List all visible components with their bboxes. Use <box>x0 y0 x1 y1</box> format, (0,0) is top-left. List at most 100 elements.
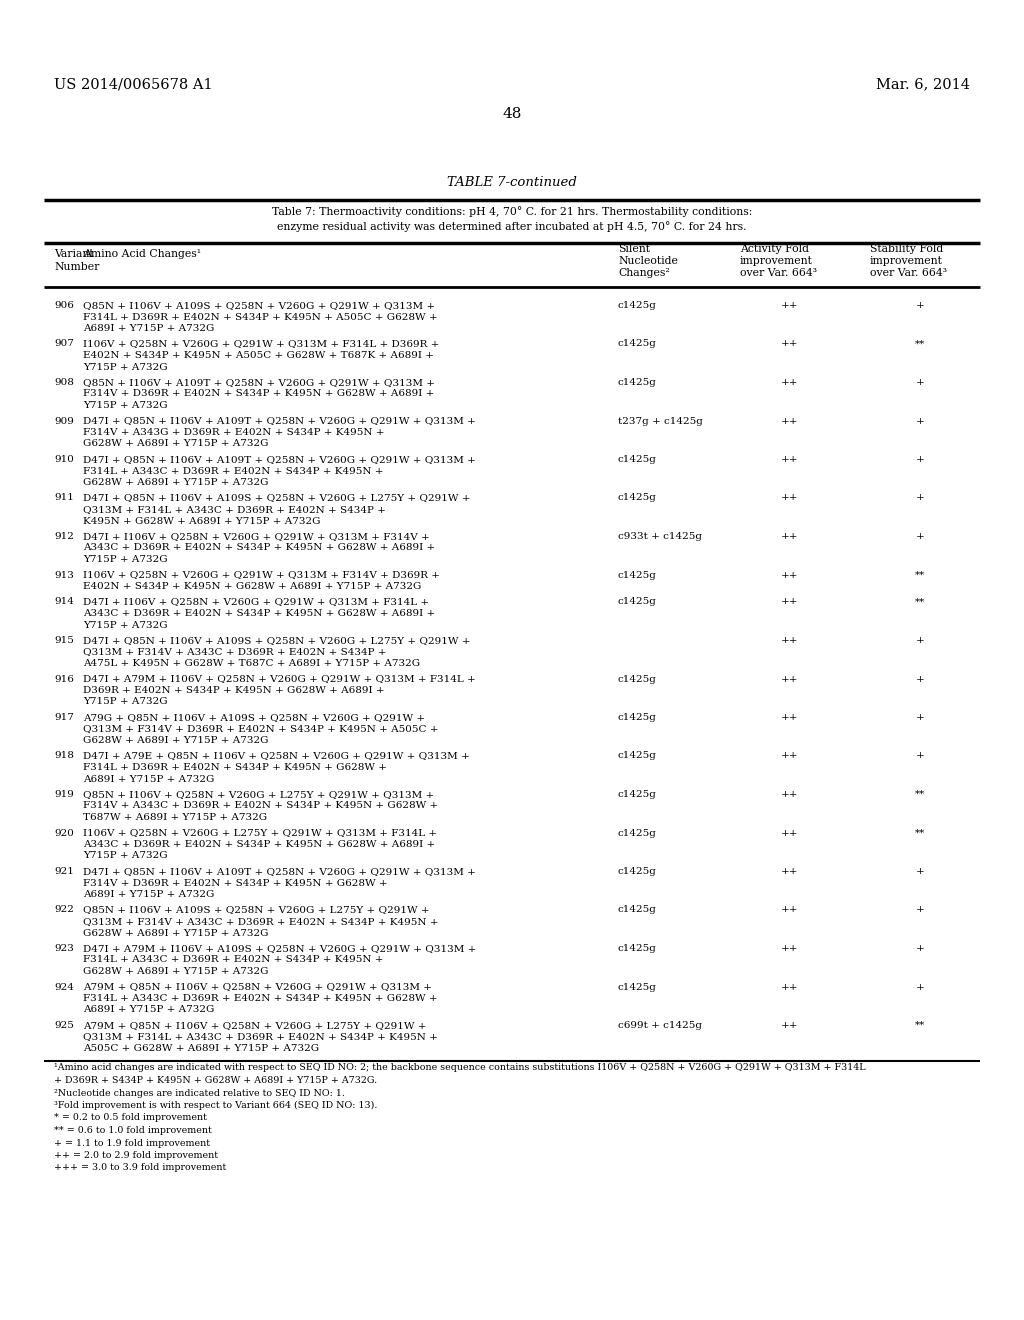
Text: Q85N + I106V + A109S + Q258N + V260G + L275Y + Q291W +: Q85N + I106V + A109S + Q258N + V260G + L… <box>83 906 430 915</box>
Text: Q313M + F314V + A343C + D369R + E402N + S434P +: Q313M + F314V + A343C + D369R + E402N + … <box>83 648 386 656</box>
Text: Amino Acid Changes¹: Amino Acid Changes¹ <box>83 249 201 259</box>
Text: Q313M + F314V + A343C + D369R + E402N + S434P + K495N +: Q313M + F314V + A343C + D369R + E402N + … <box>83 917 438 927</box>
Text: Activity Fold: Activity Fold <box>740 244 809 253</box>
Text: ++: ++ <box>781 944 799 953</box>
Text: 917: 917 <box>54 713 74 722</box>
Text: 923: 923 <box>54 944 74 953</box>
Text: Y715P + A732G: Y715P + A732G <box>83 851 168 861</box>
Text: 924: 924 <box>54 982 74 991</box>
Text: 910: 910 <box>54 455 74 465</box>
Text: E402N + S434P + K495N + G628W + A689I + Y715P + A732G: E402N + S434P + K495N + G628W + A689I + … <box>83 582 421 591</box>
Text: F314L + D369R + E402N + S434P + K495N + A505C + G628W +: F314L + D369R + E402N + S434P + K495N + … <box>83 313 437 322</box>
Text: c1425g: c1425g <box>618 675 656 684</box>
Text: Q85N + I106V + A109T + Q258N + V260G + Q291W + Q313M +: Q85N + I106V + A109T + Q258N + V260G + Q… <box>83 378 435 387</box>
Text: ++: ++ <box>781 1020 799 1030</box>
Text: Mar. 6, 2014: Mar. 6, 2014 <box>876 77 970 91</box>
Text: A505C + G628W + A689I + Y715P + A732G: A505C + G628W + A689I + Y715P + A732G <box>83 1044 319 1053</box>
Text: ++: ++ <box>781 417 799 425</box>
Text: TABLE 7-continued: TABLE 7-continued <box>447 176 577 189</box>
Text: c1425g: c1425g <box>618 455 656 465</box>
Text: **: ** <box>914 339 925 348</box>
Text: ++: ++ <box>781 378 799 387</box>
Text: 925: 925 <box>54 1020 74 1030</box>
Text: ++: ++ <box>781 751 799 760</box>
Text: ++: ++ <box>781 455 799 465</box>
Text: ++: ++ <box>781 301 799 310</box>
Text: 913: 913 <box>54 570 74 579</box>
Text: D47I + Q85N + I106V + A109S + Q258N + V260G + L275Y + Q291W +: D47I + Q85N + I106V + A109S + Q258N + V2… <box>83 636 470 645</box>
Text: Q313M + F314L + A343C + D369R + E402N + S434P +: Q313M + F314L + A343C + D369R + E402N + … <box>83 506 386 513</box>
Text: c1425g: c1425g <box>618 378 656 387</box>
Text: c1425g: c1425g <box>618 301 656 310</box>
Text: improvement: improvement <box>740 256 813 267</box>
Text: ++: ++ <box>781 982 799 991</box>
Text: 909: 909 <box>54 417 74 425</box>
Text: ** = 0.6 to 1.0 fold improvement: ** = 0.6 to 1.0 fold improvement <box>54 1126 212 1135</box>
Text: c1425g: c1425g <box>618 570 656 579</box>
Text: A343C + D369R + E402N + S434P + K495N + G628W + A689I +: A343C + D369R + E402N + S434P + K495N + … <box>83 544 435 553</box>
Text: Table 7: Thermoactivity conditions: pH 4, 70° C. for 21 hrs. Thermostability con: Table 7: Thermoactivity conditions: pH 4… <box>271 206 753 216</box>
Text: ³Fold improvement is with respect to Variant 664 (SEQ ID NO: 13).: ³Fold improvement is with respect to Var… <box>54 1101 378 1110</box>
Text: K495N + G628W + A689I + Y715P + A732G: K495N + G628W + A689I + Y715P + A732G <box>83 516 321 525</box>
Text: F314L + D369R + E402N + S434P + K495N + G628W +: F314L + D369R + E402N + S434P + K495N + … <box>83 763 387 772</box>
Text: +: + <box>915 636 925 645</box>
Text: F314L + A343C + D369R + E402N + S434P + K495N +: F314L + A343C + D369R + E402N + S434P + … <box>83 466 384 475</box>
Text: Silent: Silent <box>618 244 650 253</box>
Text: +: + <box>915 751 925 760</box>
Text: 48: 48 <box>503 107 521 121</box>
Text: c1425g: c1425g <box>618 598 656 606</box>
Text: ++: ++ <box>781 494 799 503</box>
Text: 912: 912 <box>54 532 74 541</box>
Text: c1425g: c1425g <box>618 867 656 876</box>
Text: D47I + A79M + I106V + A109S + Q258N + V260G + Q291W + Q313M +: D47I + A79M + I106V + A109S + Q258N + V2… <box>83 944 476 953</box>
Text: ¹Amino acid changes are indicated with respect to SEQ ID NO: 2; the backbone seq: ¹Amino acid changes are indicated with r… <box>54 1064 865 1072</box>
Text: A79M + Q85N + I106V + Q258N + V260G + Q291W + Q313M +: A79M + Q85N + I106V + Q258N + V260G + Q2… <box>83 982 432 991</box>
Text: G628W + A689I + Y715P + A732G: G628W + A689I + Y715P + A732G <box>83 737 268 744</box>
Text: 920: 920 <box>54 829 74 837</box>
Text: ++: ++ <box>781 570 799 579</box>
Text: 914: 914 <box>54 598 74 606</box>
Text: A689I + Y715P + A732G: A689I + Y715P + A732G <box>83 775 214 784</box>
Text: Y715P + A732G: Y715P + A732G <box>83 363 168 371</box>
Text: Stability Fold: Stability Fold <box>870 244 943 253</box>
Text: Q313M + F314L + A343C + D369R + E402N + S434P + K495N +: Q313M + F314L + A343C + D369R + E402N + … <box>83 1032 438 1041</box>
Text: **: ** <box>914 570 925 579</box>
Text: c1425g: c1425g <box>618 751 656 760</box>
Text: c1425g: c1425g <box>618 494 656 503</box>
Text: +: + <box>915 301 925 310</box>
Text: ++: ++ <box>781 636 799 645</box>
Text: I106V + Q258N + V260G + Q291W + Q313M + F314L + D369R +: I106V + Q258N + V260G + Q291W + Q313M + … <box>83 339 439 348</box>
Text: c1425g: c1425g <box>618 713 656 722</box>
Text: G628W + A689I + Y715P + A732G: G628W + A689I + Y715P + A732G <box>83 478 268 487</box>
Text: c1425g: c1425g <box>618 789 656 799</box>
Text: c1425g: c1425g <box>618 944 656 953</box>
Text: D47I + I106V + Q258N + V260G + Q291W + Q313M + F314V +: D47I + I106V + Q258N + V260G + Q291W + Q… <box>83 532 430 541</box>
Text: G628W + A689I + Y715P + A732G: G628W + A689I + Y715P + A732G <box>83 440 268 449</box>
Text: improvement: improvement <box>870 256 943 267</box>
Text: +: + <box>915 906 925 915</box>
Text: 919: 919 <box>54 789 74 799</box>
Text: F314V + D369R + E402N + S434P + K495N + G628W +: F314V + D369R + E402N + S434P + K495N + … <box>83 879 388 887</box>
Text: Q313M + F314V + D369R + E402N + S434P + K495N + A505C +: Q313M + F314V + D369R + E402N + S434P + … <box>83 725 438 734</box>
Text: E402N + S434P + K495N + A505C + G628W + T687K + A689I +: E402N + S434P + K495N + A505C + G628W + … <box>83 351 434 360</box>
Text: I106V + Q258N + V260G + L275Y + Q291W + Q313M + F314L +: I106V + Q258N + V260G + L275Y + Q291W + … <box>83 829 437 837</box>
Text: c933t + c1425g: c933t + c1425g <box>618 532 702 541</box>
Text: 918: 918 <box>54 751 74 760</box>
Text: **: ** <box>914 1020 925 1030</box>
Text: F314V + A343G + D369R + E402N + S434P + K495N +: F314V + A343G + D369R + E402N + S434P + … <box>83 428 384 437</box>
Text: +: + <box>915 532 925 541</box>
Text: +: + <box>915 455 925 465</box>
Text: 916: 916 <box>54 675 74 684</box>
Text: ++: ++ <box>781 598 799 606</box>
Text: ++: ++ <box>781 829 799 837</box>
Text: +: + <box>915 417 925 425</box>
Text: ++: ++ <box>781 675 799 684</box>
Text: G628W + A689I + Y715P + A732G: G628W + A689I + Y715P + A732G <box>83 968 268 975</box>
Text: D47I + I106V + Q258N + V260G + Q291W + Q313M + F314L +: D47I + I106V + Q258N + V260G + Q291W + Q… <box>83 598 429 606</box>
Text: 915: 915 <box>54 636 74 645</box>
Text: T687W + A689I + Y715P + A732G: T687W + A689I + Y715P + A732G <box>83 813 267 822</box>
Text: +: + <box>915 675 925 684</box>
Text: Variant: Variant <box>54 249 93 259</box>
Text: Number: Number <box>54 261 99 272</box>
Text: 908: 908 <box>54 378 74 387</box>
